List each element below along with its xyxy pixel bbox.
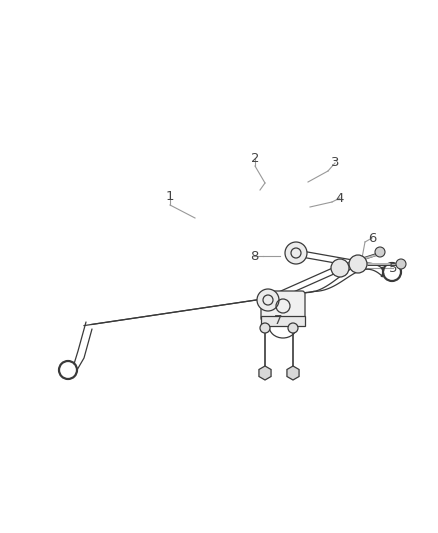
Circle shape (349, 255, 367, 273)
FancyBboxPatch shape (261, 291, 305, 321)
Text: 1: 1 (166, 190, 174, 204)
Bar (261, 316, 305, 326)
Polygon shape (287, 366, 299, 380)
Circle shape (375, 247, 385, 257)
Circle shape (285, 242, 307, 264)
Circle shape (288, 323, 298, 333)
Circle shape (331, 259, 349, 277)
Circle shape (260, 323, 270, 333)
Circle shape (396, 259, 406, 269)
Text: 2: 2 (251, 151, 259, 165)
Text: 5: 5 (389, 262, 397, 274)
Text: 8: 8 (250, 249, 258, 262)
Text: 3: 3 (331, 157, 339, 169)
Polygon shape (259, 366, 271, 380)
Text: 6: 6 (368, 231, 376, 245)
Text: 7: 7 (274, 313, 282, 327)
Text: 4: 4 (336, 191, 344, 205)
Circle shape (257, 289, 279, 311)
